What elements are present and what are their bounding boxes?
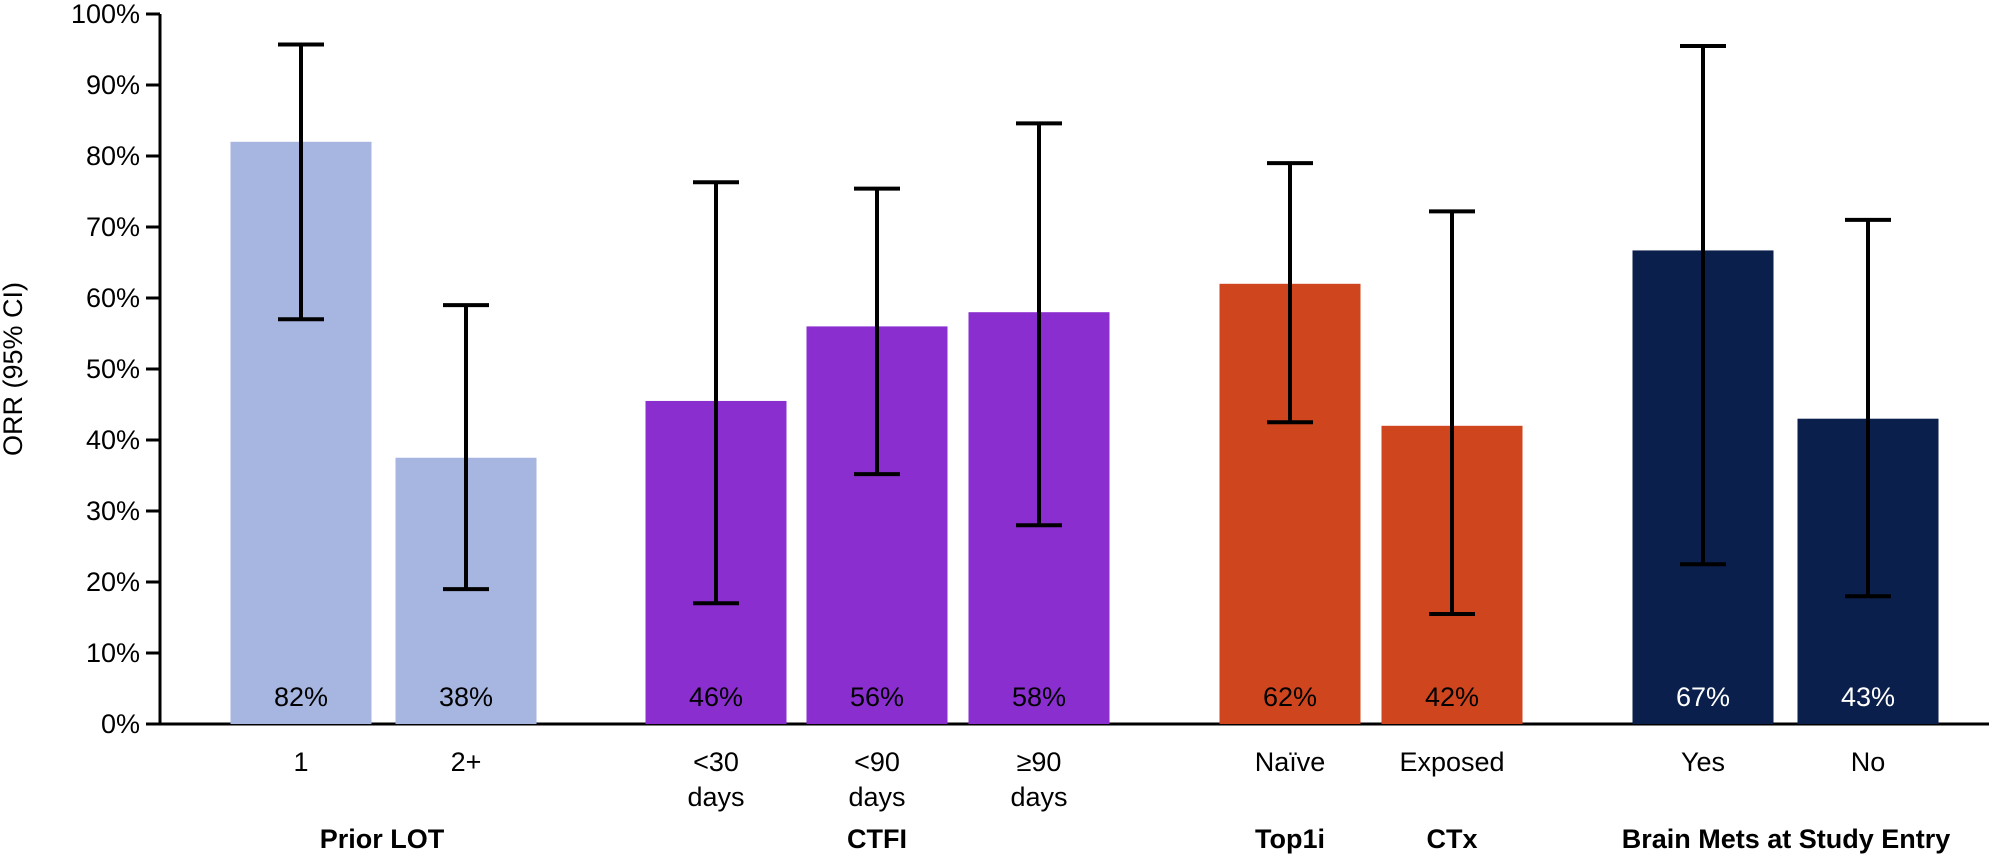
x-tick-label: No [1851, 747, 1886, 777]
y-tick-label: 90% [86, 70, 140, 100]
y-tick-label: 70% [86, 212, 140, 242]
x-tick-label: 2+ [451, 747, 482, 777]
data-label: 58% [1012, 682, 1066, 712]
data-label: 82% [274, 682, 328, 712]
x-tick-label: Yes [1681, 747, 1725, 777]
y-tick-label: 50% [86, 354, 140, 384]
x-tick-label: 1 [293, 747, 308, 777]
y-axis-title: ORR (95% CI) [0, 282, 28, 456]
error-bars [278, 42, 1891, 616]
group-label: CTx [1426, 824, 1477, 854]
y-tick-label: 100% [71, 0, 140, 29]
group-label: Top1i [1255, 824, 1325, 854]
group-label: Prior LOT [320, 824, 445, 854]
data-label: 38% [439, 682, 493, 712]
data-label: 42% [1425, 682, 1479, 712]
x-tick-label: Exposed [1399, 747, 1504, 777]
x-tick-label: Naïve [1255, 747, 1326, 777]
x-tick-label: days [1010, 782, 1067, 812]
data-label: 62% [1263, 682, 1317, 712]
data-label: 43% [1841, 682, 1895, 712]
bars [230, 141, 1939, 725]
x-tick-label: days [848, 782, 905, 812]
y-tick-label: 10% [86, 638, 140, 668]
y-tick-label: 30% [86, 496, 140, 526]
y-tick-label: 60% [86, 283, 140, 313]
labels: 82% 1 38% 2+ 46% <30 days 56% <90 days 58% ≥90 days 6… [274, 682, 1950, 854]
data-label: 67% [1676, 682, 1730, 712]
data-label: 56% [850, 682, 904, 712]
group-label: CTFI [847, 824, 907, 854]
x-tick-label: days [687, 782, 744, 812]
y-tick-label: 20% [86, 567, 140, 597]
y-tick-label: 40% [86, 425, 140, 455]
y-tick-label: 0% [101, 709, 140, 739]
data-label: 46% [689, 682, 743, 712]
y-tick-label: 80% [86, 141, 140, 171]
x-tick-label: ≥90 [1017, 747, 1062, 777]
group-label: Brain Mets at Study Entry [1622, 824, 1951, 854]
x-tick-label: <90 [854, 747, 900, 777]
x-tick-label: <30 [693, 747, 739, 777]
